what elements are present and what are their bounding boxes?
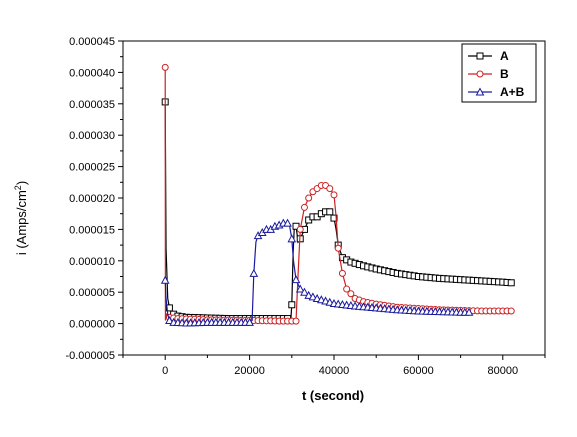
legend-marker	[475, 87, 485, 96]
data-point	[161, 63, 169, 71]
data-point	[326, 185, 334, 193]
data-point	[291, 275, 301, 284]
y-tick-label: 0.000030	[69, 130, 115, 142]
y-tick-label: 0.000045	[69, 36, 115, 48]
y-tick-label: 0.000000	[69, 319, 115, 331]
data-point	[296, 225, 304, 233]
data-point	[295, 284, 305, 293]
axes: -0.000005 0.000000 0.000005 0.000010 0.00001…	[65, 36, 546, 377]
y-tick-label: -0.000005	[65, 350, 115, 362]
x-axis-title: t (second)	[302, 388, 364, 403]
data-point	[507, 279, 515, 287]
series-layer	[160, 63, 515, 327]
data-point	[287, 234, 297, 243]
y-tick-label: 0.000010	[69, 256, 115, 268]
y-axis-title-superscript: 2	[13, 185, 23, 190]
legend-marker	[476, 52, 484, 60]
x-tick-label: 40000	[319, 365, 350, 377]
y-tick-label: 0.000015	[69, 224, 115, 236]
y-axis-title: i (Amps/cm2)	[13, 181, 29, 255]
x-tick-label: 80000	[488, 365, 519, 377]
data-point	[292, 317, 300, 325]
data-point	[300, 287, 309, 296]
data-point	[165, 304, 173, 312]
x-tick-label: 60000	[403, 365, 434, 377]
legend-box	[461, 43, 537, 103]
data-point	[304, 290, 314, 299]
y-tick-label: 0.000025	[69, 162, 115, 174]
x-tick-label: 0	[162, 365, 168, 377]
data-point	[249, 268, 259, 277]
y-tick-label: 0.000005	[69, 287, 115, 299]
x-tick-label: 20000	[234, 365, 265, 377]
data-point	[326, 208, 334, 216]
data-point	[300, 203, 308, 211]
data-point	[305, 194, 313, 202]
data-point	[283, 218, 292, 227]
legend-item: A	[468, 49, 509, 63]
legend-item: A+B	[468, 85, 525, 99]
legend: AB A+B	[461, 43, 537, 103]
y-tick-label: 0.000035	[69, 99, 115, 111]
legend-marker	[476, 70, 484, 78]
data-point	[507, 307, 515, 315]
data-point	[330, 214, 338, 222]
series-3	[160, 218, 474, 327]
legend-item: B	[468, 67, 509, 81]
legend-label: B	[500, 67, 509, 81]
data-point	[245, 317, 254, 326]
y-axis-title-main: i (Amps/cm	[14, 190, 29, 255]
data-point	[288, 301, 296, 309]
data-point	[338, 269, 346, 277]
legend-label: A	[500, 49, 509, 63]
data-point	[308, 292, 318, 301]
data-point	[343, 285, 351, 293]
data-point	[160, 275, 170, 284]
data-point	[165, 315, 174, 324]
y-tick-label: 0.000020	[69, 193, 115, 205]
data-point	[334, 244, 342, 252]
data-point	[330, 191, 338, 199]
y-axis-title-close: )	[14, 181, 29, 185]
data-point	[464, 307, 474, 316]
y-tick-label: 0.000040	[69, 67, 115, 79]
legend-label: A+B	[500, 85, 525, 99]
data-point	[347, 290, 355, 298]
